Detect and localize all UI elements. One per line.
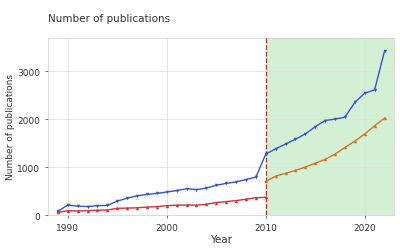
Y-axis label: Number of publications: Number of publications: [6, 74, 14, 180]
Text: Number of publications: Number of publications: [48, 14, 170, 24]
Bar: [266, 38, 400, 215]
X-axis label: Year: Year: [210, 234, 232, 244]
